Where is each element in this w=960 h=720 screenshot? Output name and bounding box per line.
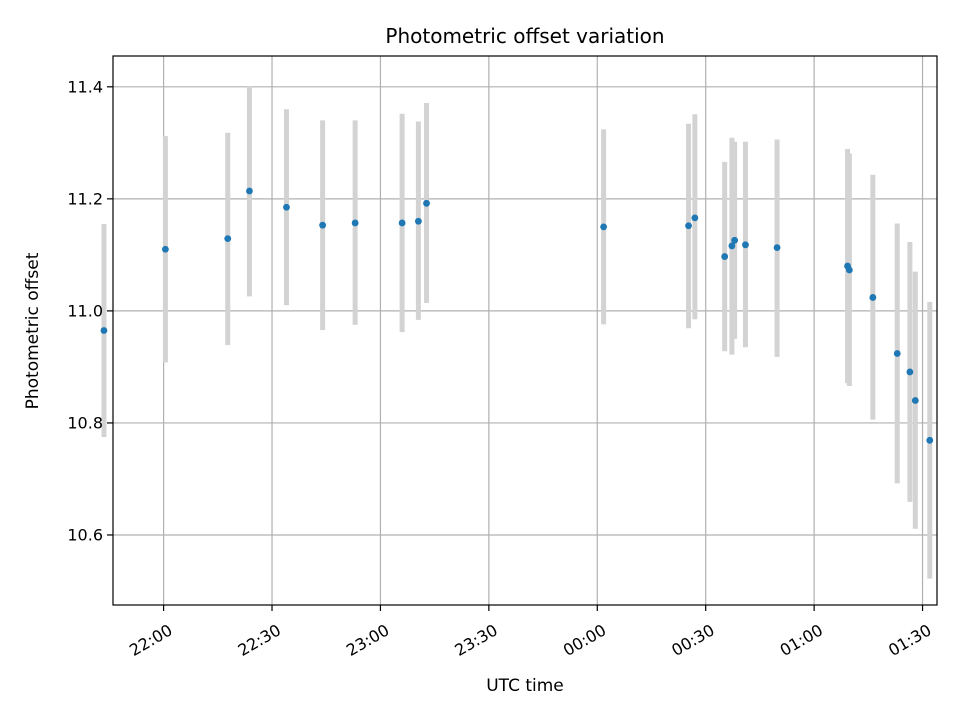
plot-frame	[112, 55, 938, 606]
data-points	[100, 187, 934, 444]
chart-title: Photometric offset variation	[385, 24, 664, 48]
data-point	[742, 241, 749, 249]
data-point	[911, 397, 919, 404]
data-point	[162, 245, 169, 253]
y-tick-label: 10.6	[67, 525, 103, 544]
data-point	[731, 236, 739, 244]
y-tick-label: 11.4	[67, 77, 103, 96]
data-point	[351, 219, 359, 227]
data-point	[414, 217, 422, 225]
data-point	[926, 436, 934, 444]
y-axis-title: Photometric offset	[23, 252, 43, 409]
data-point	[869, 294, 877, 301]
y-axis-ticks: 10.6 10.8 11.0 11.2 11.4	[67, 77, 113, 544]
data-point	[721, 253, 729, 260]
data-point	[773, 244, 781, 251]
data-point	[685, 222, 692, 230]
data-point	[246, 187, 253, 195]
data-point	[224, 235, 232, 243]
data-point	[691, 214, 699, 222]
data-point	[845, 266, 853, 274]
data-point	[728, 242, 736, 250]
y-tick-label: 10.8	[67, 413, 103, 432]
data-point	[893, 350, 901, 357]
data-point	[398, 219, 406, 227]
data-point	[319, 221, 327, 229]
x-axis-title: UTC time	[486, 676, 564, 696]
y-tick-label: 11.2	[67, 189, 103, 208]
y-tick-label: 11.0	[67, 301, 103, 320]
data-point	[100, 327, 108, 334]
data-point	[283, 203, 290, 211]
data-point	[600, 223, 608, 231]
data-point	[423, 199, 430, 207]
data-point	[906, 368, 914, 376]
